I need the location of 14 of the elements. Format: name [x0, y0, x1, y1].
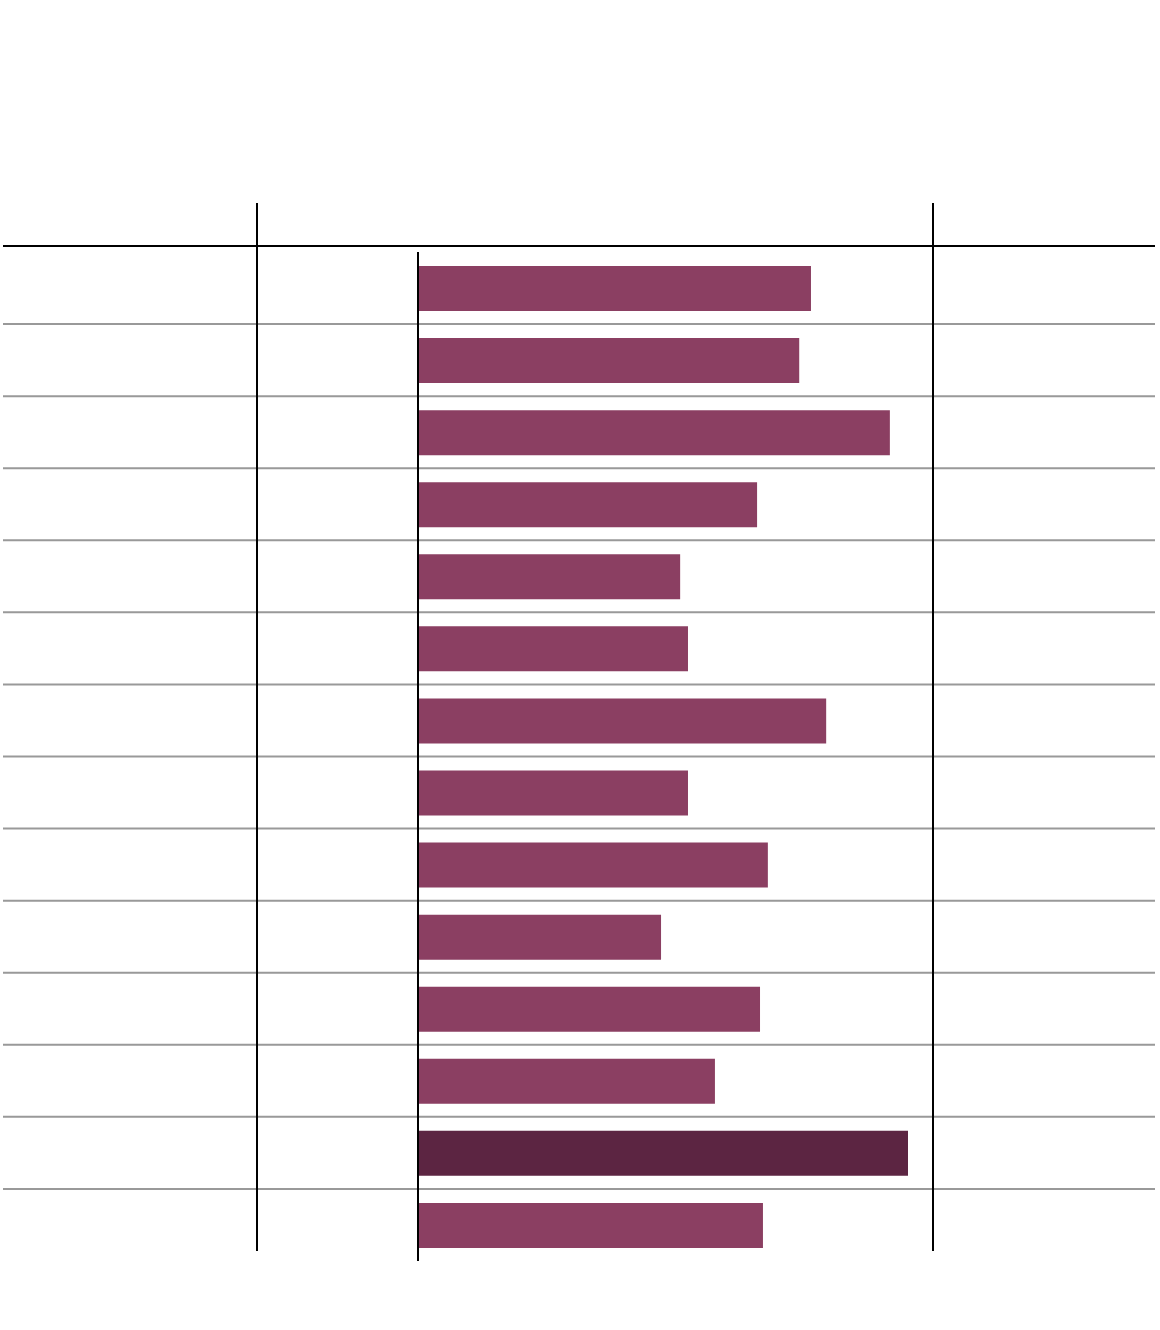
bar [418, 626, 688, 672]
bar [418, 914, 662, 960]
bar [418, 1058, 715, 1104]
bar [418, 842, 768, 888]
bar [418, 1202, 763, 1248]
bar [418, 554, 681, 600]
bar [418, 482, 758, 528]
bar [418, 266, 811, 311]
bar [418, 338, 800, 384]
bar [418, 986, 761, 1032]
bar [418, 410, 890, 456]
bar [418, 698, 827, 744]
bar [418, 1130, 908, 1176]
bar [418, 770, 688, 816]
